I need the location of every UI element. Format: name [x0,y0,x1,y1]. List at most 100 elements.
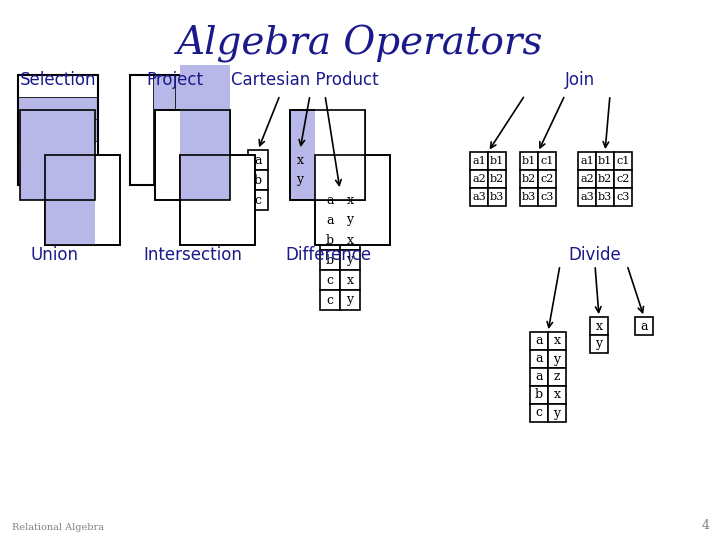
Text: c1: c1 [616,156,630,166]
Text: b3: b3 [598,192,612,202]
Text: x: x [297,153,304,166]
Text: b1: b1 [490,156,504,166]
Bar [320,290,340,310]
Text: a: a [535,353,543,366]
Bar [548,404,566,422]
Bar [530,332,548,350]
Bar [340,270,360,290]
Text: x: x [346,233,354,246]
Text: y: y [595,338,603,350]
Text: a3: a3 [580,192,594,202]
Bar [538,188,556,206]
Bar [635,317,653,335]
Bar [320,270,340,290]
Bar [320,250,340,270]
Bar [180,155,255,245]
Text: b: b [535,388,543,402]
Bar [130,75,220,185]
Text: y: y [554,353,561,366]
Text: a: a [326,193,334,206]
Bar [340,250,360,270]
Bar [530,368,548,386]
Text: x: x [554,388,560,402]
Bar [530,386,548,404]
Bar [548,350,566,368]
Text: x: x [346,193,354,206]
Bar [548,386,566,404]
Text: a: a [254,153,262,166]
Text: a2: a2 [580,174,594,184]
Text: c2: c2 [540,174,554,184]
Bar [488,152,506,170]
Bar [530,350,548,368]
Bar [315,155,390,245]
Text: b1: b1 [522,156,536,166]
Bar [538,170,556,188]
Bar [290,170,310,190]
Text: b: b [254,173,262,186]
Text: y: y [346,213,354,226]
Text: Difference: Difference [285,246,371,264]
Text: Project: Project [146,71,204,89]
Text: b2: b2 [598,174,612,184]
Text: a: a [535,370,543,383]
Text: Relational Algebra: Relational Algebra [12,523,104,532]
Text: b: b [326,253,334,267]
Text: a3: a3 [472,192,486,202]
Text: x: x [595,320,603,333]
Bar [614,188,632,206]
Bar [290,110,365,200]
Bar [18,75,98,97]
Bar [315,65,365,200]
Bar [596,170,614,188]
Text: Cartesian Product: Cartesian Product [231,71,379,89]
Text: y: y [346,294,354,307]
Text: c3: c3 [540,192,554,202]
Text: Divide: Divide [569,246,621,264]
Text: Algebra Operators: Algebra Operators [176,25,544,63]
Bar [614,170,632,188]
Bar [596,188,614,206]
Text: c: c [326,273,333,287]
Bar [18,119,98,141]
Bar [18,97,98,119]
Bar [315,155,390,245]
Bar [470,170,488,188]
Bar [18,75,98,185]
Text: b3: b3 [490,192,504,202]
Bar [340,210,360,230]
Text: a1: a1 [472,156,486,166]
Text: a2: a2 [472,174,486,184]
Text: a: a [640,320,648,333]
Bar [538,152,556,170]
Text: 4: 4 [702,519,710,532]
Text: a: a [326,213,334,226]
Text: c: c [326,294,333,307]
Text: y: y [297,173,304,186]
Bar [18,141,98,163]
Bar [340,230,360,250]
Text: Selection: Selection [19,71,96,89]
Bar [45,110,95,245]
Text: b3: b3 [522,192,536,202]
Bar [530,404,548,422]
Bar [175,75,197,185]
Bar [340,290,360,310]
Bar [596,152,614,170]
Text: b2: b2 [490,174,504,184]
Bar [340,190,360,210]
Text: b2: b2 [522,174,536,184]
Bar [470,152,488,170]
Bar [320,210,340,230]
Bar [18,163,98,185]
Bar [578,188,596,206]
Bar [578,152,596,170]
Bar [520,152,538,170]
Text: y: y [554,407,561,420]
Bar [180,155,255,245]
Bar [578,170,596,188]
Text: c2: c2 [616,174,630,184]
Text: Union: Union [31,246,79,264]
Bar [520,188,538,206]
Text: a1: a1 [580,156,594,166]
